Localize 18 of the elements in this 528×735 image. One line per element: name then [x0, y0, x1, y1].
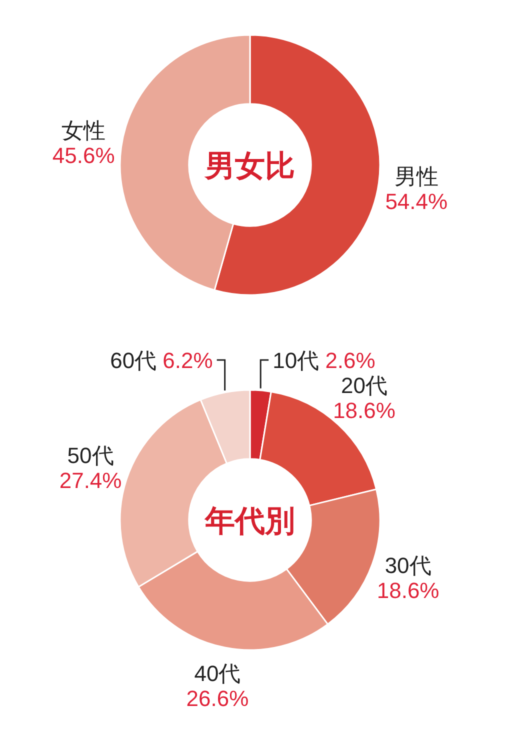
data-label: 18.6% [333, 398, 396, 423]
text: 年代別 [204, 505, 295, 538]
data-label: 27.4% [59, 468, 122, 494]
slice-label: 20代 [340, 372, 388, 398]
slice-label: 10代 [272, 348, 326, 373]
data-label: 26.6% [186, 686, 249, 711]
data-label: 54.4% [385, 189, 448, 214]
data-label: 18.6% [376, 578, 440, 603]
data-label: 2.6% [325, 348, 376, 373]
data-label: 45.6% [52, 142, 115, 168]
slice-label: 40代 [194, 660, 241, 686]
data-label: 6.2% [162, 348, 213, 373]
slice-label: 男性 [394, 164, 438, 190]
slice-label: 30代 [384, 552, 432, 578]
slice-label: 女性 [62, 118, 106, 143]
slice-label: 50代 [67, 443, 114, 468]
text: 男女比 [204, 150, 295, 183]
slice-label: 60代 [110, 348, 163, 373]
